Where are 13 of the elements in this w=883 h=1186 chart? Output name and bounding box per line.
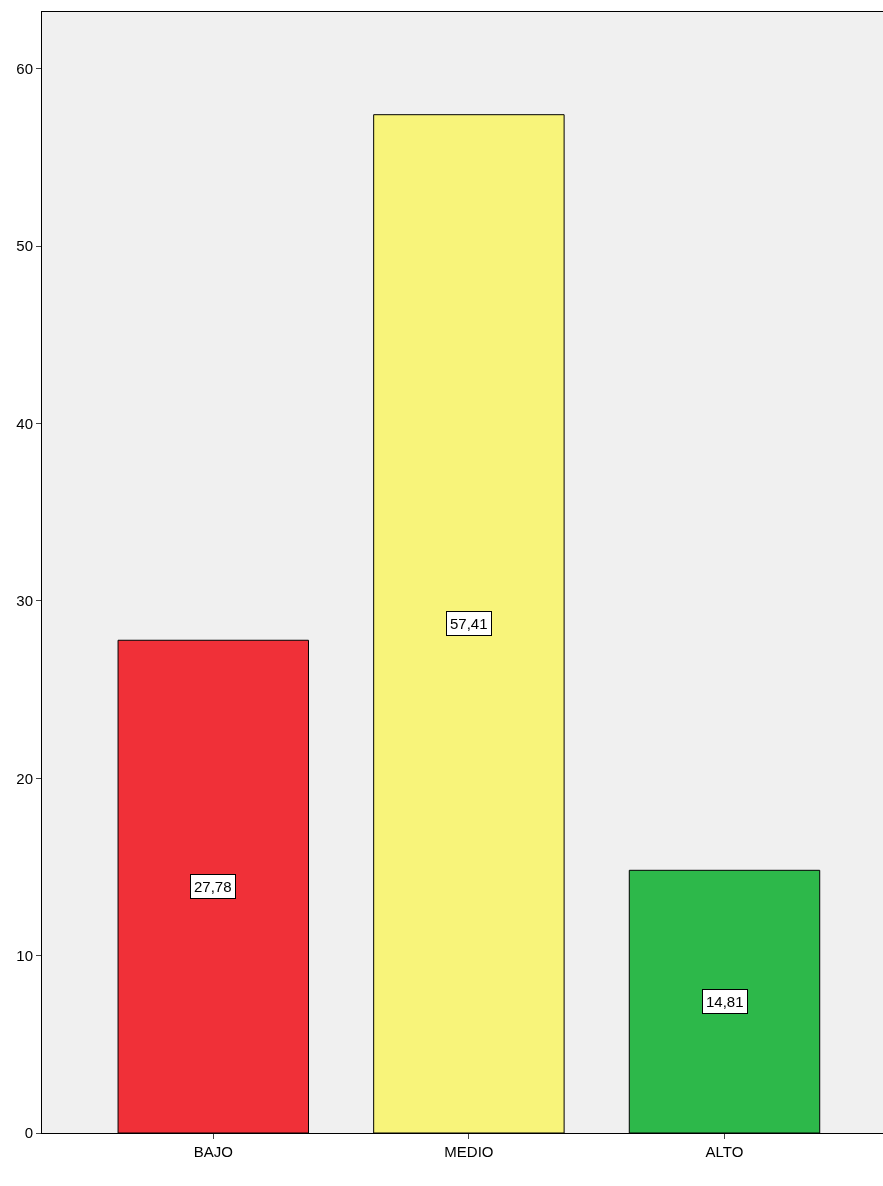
y-tick-label: 50 [16,237,33,255]
x-tick-label: ALTO [705,1143,744,1160]
y-tick-label: 0 [24,1124,33,1142]
data-label: 14,81 [706,993,744,1010]
y-tick-label: 60 [16,60,33,78]
x-tick-label: MEDIO [444,1143,494,1160]
data-label: 27,78 [194,878,232,895]
y-tick-label: 40 [16,414,33,432]
data-label: 57,41 [450,615,488,632]
y-tick-label: 10 [16,946,33,964]
y-tick-label: 30 [16,592,33,610]
x-tick-label: BAJO [193,1143,233,1160]
y-tick-label: 20 [16,769,33,787]
